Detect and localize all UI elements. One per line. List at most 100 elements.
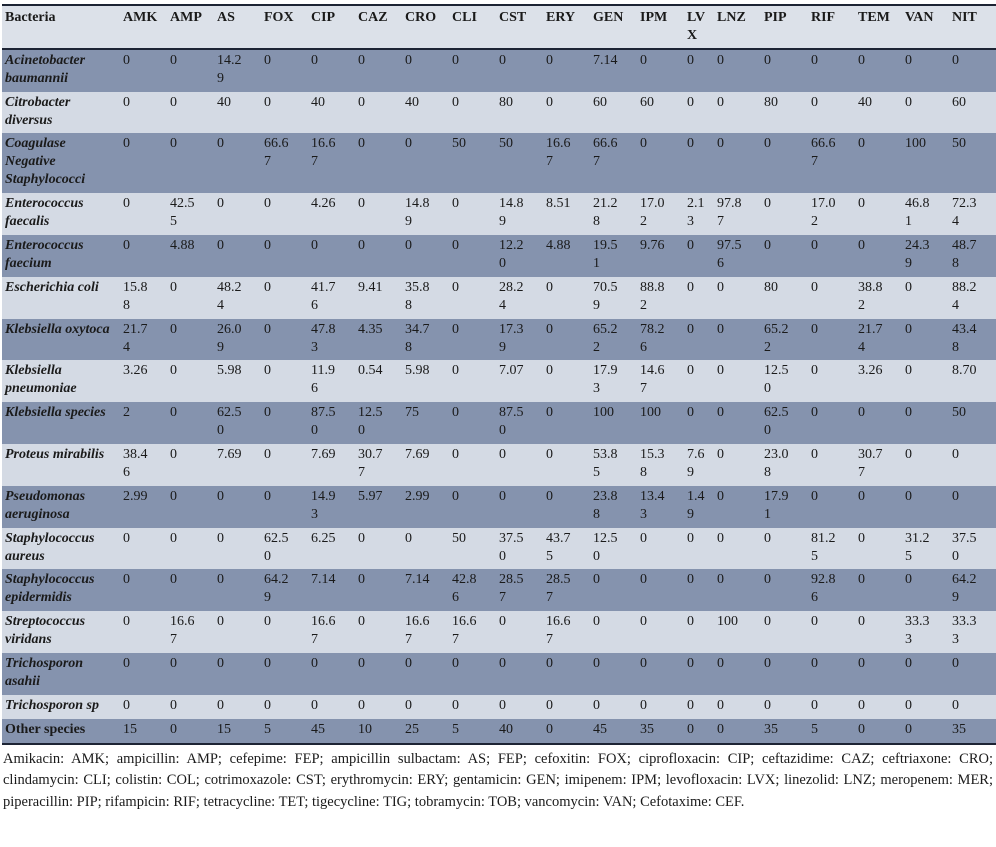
value-cell: 100 (905, 136, 926, 152)
value-cell: 0 (717, 405, 724, 421)
value-cell: 0 (764, 530, 771, 546)
value-cell: 25 (405, 721, 419, 737)
column-header-ery: ERY (543, 5, 590, 50)
value-cell: 46.81 (905, 196, 930, 230)
bacteria-name: Enterococcus faecalis (5, 196, 84, 230)
value-cell: 0 (717, 656, 724, 672)
value-cell: 4.35 (358, 321, 383, 337)
value-cell: 0 (499, 52, 506, 68)
value-cell: 0 (264, 52, 271, 68)
value-cell: 14.89 (405, 196, 430, 230)
value-cell: 0 (170, 530, 177, 546)
value-cell: 92.86 (811, 572, 836, 606)
value-cell: 97.87 (717, 196, 742, 230)
value-cell: 0 (811, 279, 818, 295)
bacteria-name: Enterococcus faecium (5, 237, 84, 271)
value-cell: 0 (264, 321, 271, 337)
table-row: Klebsiella pneumoniae 3.26 0 5.98 0 11.96 0.54… (2, 360, 996, 403)
value-cell: 0 (405, 530, 412, 546)
value-cell: 0 (905, 697, 912, 713)
value-cell: 0 (123, 656, 130, 672)
value-cell: 0 (170, 656, 177, 672)
value-cell: 16.67 (452, 614, 477, 648)
page: Bacteria AMK AMP AS FOX CIP CAZ CRO CLI CST ERY GEN… (2, 4, 996, 810)
value-cell: 35 (952, 721, 966, 737)
value-cell: 0 (811, 488, 818, 504)
value-cell: 0 (405, 237, 412, 253)
value-cell: 5 (811, 721, 818, 737)
value-cell: 0 (858, 488, 865, 504)
value-cell: 0 (546, 697, 553, 713)
value-cell: 17.02 (640, 196, 665, 230)
value-cell: 0 (687, 614, 694, 630)
value-cell: 0 (717, 52, 724, 68)
value-cell: 24.39 (905, 237, 930, 271)
value-cell: 7.14 (593, 52, 618, 68)
value-cell: 0 (764, 656, 771, 672)
value-cell: 0 (499, 447, 506, 463)
value-cell: 97.56 (717, 237, 742, 271)
value-cell: 60 (593, 94, 607, 110)
value-cell: 33.33 (905, 614, 930, 648)
value-cell: 0 (952, 697, 959, 713)
value-cell: 0 (546, 94, 553, 110)
value-cell: 28.57 (546, 572, 571, 606)
value-cell: 0 (546, 656, 553, 672)
value-cell: 4.88 (546, 237, 571, 253)
bacteria-name: Klebsiella oxytoca (5, 321, 110, 337)
value-cell: 38.46 (123, 447, 148, 480)
value-cell: 100 (640, 405, 661, 421)
value-cell: 78.26 (640, 321, 665, 355)
value-cell: 17.93 (593, 363, 618, 397)
table-header: Bacteria AMK AMP AS FOX CIP CAZ CRO CLI CST ERY GEN… (2, 5, 996, 50)
bacteria-name: Staphylococcus epidermidis (5, 572, 95, 606)
value-cell: 50 (452, 136, 466, 152)
value-cell: 0 (170, 279, 177, 295)
table-row: Coagulase Negative Staphylococci 0 0 0 66.67… (2, 133, 996, 194)
value-cell: 45 (311, 721, 325, 737)
bacteria-name: Citrobacter diversus (5, 94, 71, 128)
value-cell: 0 (905, 321, 912, 337)
column-header-caz: CAZ (355, 5, 402, 50)
value-cell: 0 (858, 405, 865, 421)
value-cell: 0 (311, 697, 318, 713)
value-cell: 0 (764, 237, 771, 253)
value-cell: 40 (858, 94, 872, 110)
value-cell: 16.67 (546, 614, 571, 648)
value-cell: 0 (358, 572, 365, 588)
value-cell: 0 (217, 136, 224, 152)
value-cell: 14.93 (311, 488, 336, 522)
value-cell: 0 (764, 52, 771, 68)
value-cell: 0 (687, 94, 694, 110)
value-cell: 0 (358, 52, 365, 68)
value-cell: 0.54 (358, 363, 383, 379)
value-cell: 0 (217, 697, 224, 713)
value-cell: 0 (717, 321, 724, 337)
bacteria-name: Klebsiella species (5, 405, 106, 421)
value-cell: 11.96 (311, 363, 335, 397)
value-cell: 40 (311, 94, 325, 110)
table-row: Enterococcus faecalis 0 42.55 0 0 4.26 0 14.89 0… (2, 193, 996, 235)
value-cell: 0 (123, 614, 130, 630)
value-cell: 4.88 (170, 237, 195, 253)
value-cell: 0 (952, 52, 959, 68)
value-cell: 0 (858, 52, 865, 68)
value-cell: 7.69 (405, 447, 430, 463)
value-cell: 40 (499, 721, 513, 737)
value-cell: 0 (593, 697, 600, 713)
table-row: Streptococcus viridans 0 16.67 0 0 16.67 0 16.6… (2, 611, 996, 654)
value-cell: 0 (170, 94, 177, 110)
value-cell: 28.57 (499, 572, 524, 606)
value-cell: 0 (170, 321, 177, 337)
value-cell: 66.67 (593, 136, 618, 170)
value-cell: 16.67 (311, 136, 336, 170)
value-cell: 80 (499, 94, 513, 110)
value-cell: 0 (687, 572, 694, 588)
value-cell: 9.41 (358, 279, 383, 295)
value-cell: 60 (640, 94, 654, 110)
table-row: Staphylococcus epidermidis 0 0 0 64.29 7.14 0 7… (2, 569, 996, 612)
value-cell: 0 (170, 697, 177, 713)
value-cell: 0 (123, 52, 130, 68)
value-cell: 12.20 (499, 237, 524, 271)
value-cell: 0 (811, 697, 818, 713)
